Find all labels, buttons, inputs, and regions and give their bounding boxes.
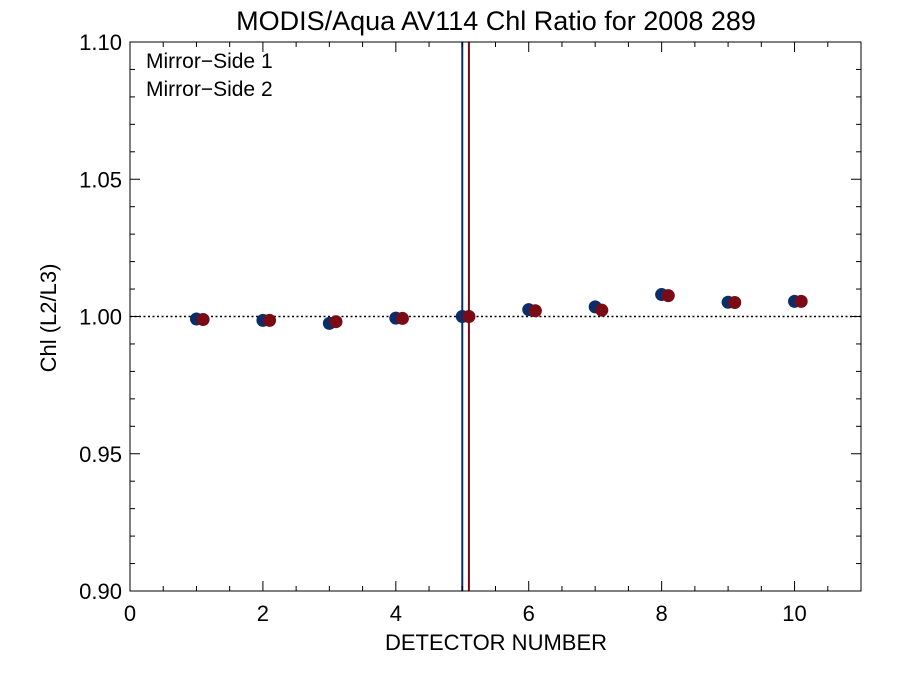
x-tick-label: 8 bbox=[656, 601, 668, 626]
y-tick-label: 1.10 bbox=[79, 30, 122, 55]
point-series-2 bbox=[728, 296, 742, 310]
x-tick-label: 0 bbox=[124, 601, 136, 626]
x-axis-label: DETECTOR NUMBER bbox=[385, 630, 607, 655]
x-tick-label: 6 bbox=[523, 601, 535, 626]
y-tick-label: 1.00 bbox=[79, 305, 122, 330]
y-tick-labels: 0.90 0.95 1.00 1.05 1.10 bbox=[79, 30, 122, 604]
point-series-2 bbox=[395, 311, 409, 325]
point-series-2 bbox=[263, 313, 277, 327]
point-series-2 bbox=[661, 289, 675, 303]
x-tick-label: 2 bbox=[257, 601, 269, 626]
legend-mirror-side-2: Mirror−Side 2 bbox=[146, 78, 273, 101]
x-tick-label: 4 bbox=[390, 601, 402, 626]
axis-ticks bbox=[129, 41, 862, 592]
plot-area bbox=[129, 41, 862, 592]
point-series-2 bbox=[462, 310, 476, 323]
data-points bbox=[189, 288, 808, 330]
y-axis-label: Chl (L2/L3) bbox=[36, 264, 61, 373]
point-series-2 bbox=[329, 315, 343, 329]
x-tick-label: 10 bbox=[782, 601, 806, 626]
x-tick-labels: 0 2 4 6 8 10 bbox=[124, 601, 807, 626]
legend-mirror-side-1: Mirror−Side 1 bbox=[146, 50, 273, 73]
y-tick-label: 0.95 bbox=[79, 442, 122, 467]
legend: Mirror−Side 1 Mirror−Side 2 bbox=[146, 50, 273, 101]
point-series-2 bbox=[196, 313, 210, 327]
plot-frame bbox=[129, 41, 862, 592]
y-tick-label: 0.90 bbox=[79, 579, 122, 604]
point-series-2 bbox=[528, 304, 542, 318]
chart-title: MODIS/Aqua AV114 Chl Ratio for 2008 289 bbox=[236, 6, 756, 36]
point-series-2 bbox=[794, 294, 808, 308]
y-tick-label: 1.05 bbox=[79, 167, 122, 192]
point-series-2 bbox=[595, 303, 609, 317]
